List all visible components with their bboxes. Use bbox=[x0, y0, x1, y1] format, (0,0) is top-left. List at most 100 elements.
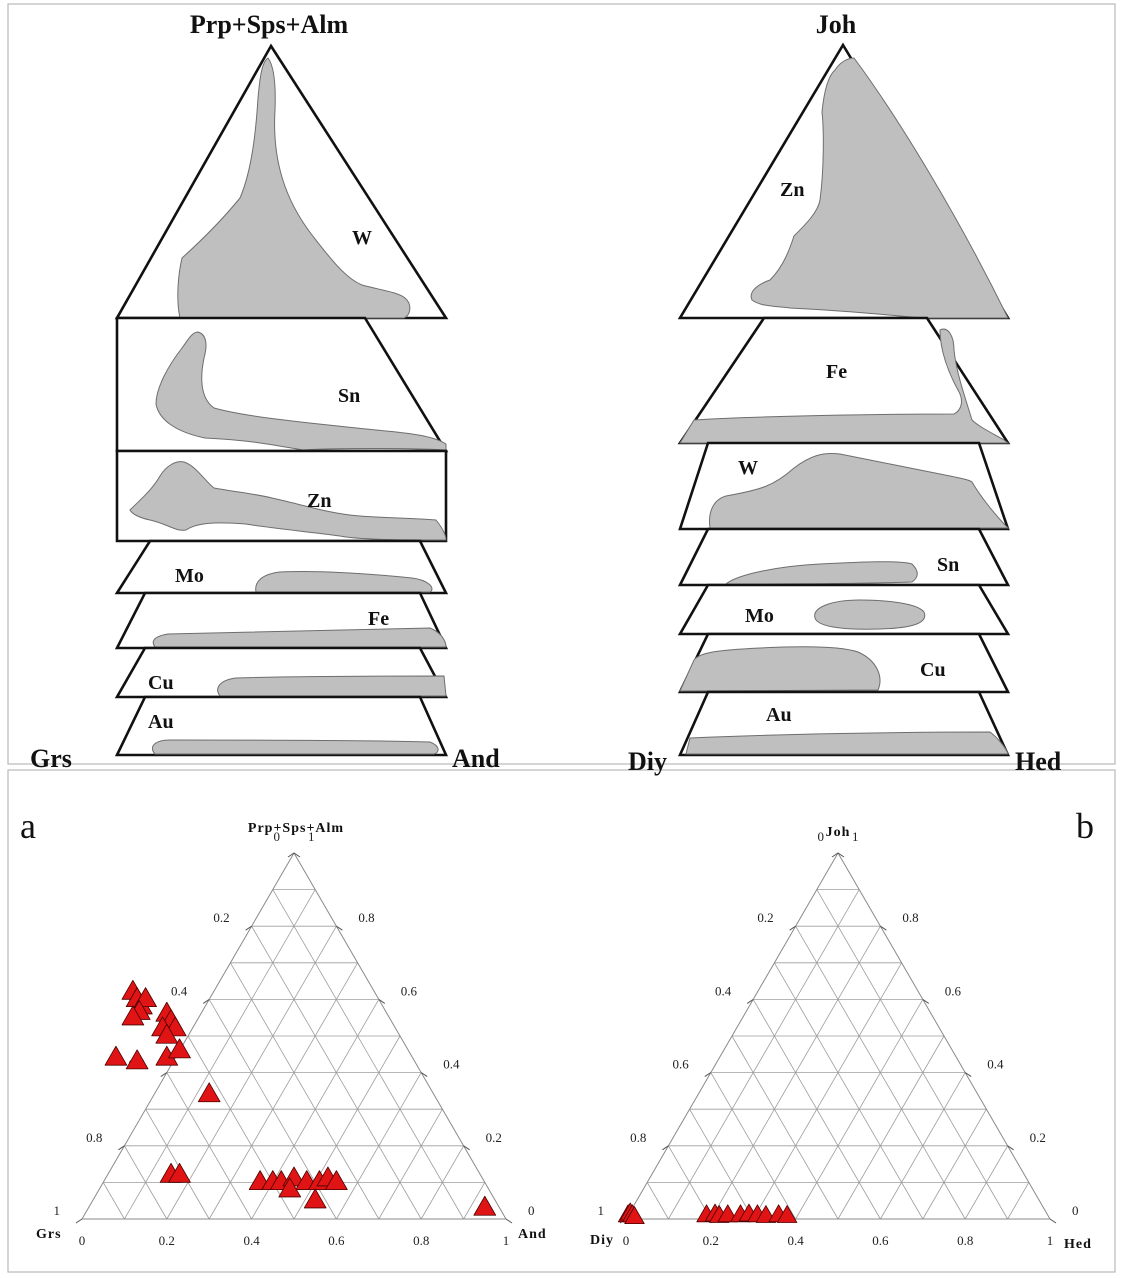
pyroxene-zone-label-w: W bbox=[738, 457, 758, 479]
right-tick-label: 0.8 bbox=[902, 910, 918, 925]
bottom-tick-label: 0.4 bbox=[243, 1233, 260, 1248]
garnet-fe-field bbox=[152, 627, 447, 648]
left-tick-mark bbox=[662, 1145, 669, 1151]
pyroxene-w-field bbox=[709, 453, 1010, 529]
sample-triangle bbox=[125, 1049, 149, 1070]
panel-letter-a: a bbox=[20, 806, 36, 846]
right-tick-label: 0.6 bbox=[401, 983, 418, 998]
garnet-zn-field bbox=[129, 461, 447, 541]
grid-line bbox=[668, 1145, 712, 1220]
pyroxene-mo-field bbox=[814, 599, 926, 630]
garnet-right-label: And bbox=[452, 744, 500, 773]
sample-triangle bbox=[776, 1205, 798, 1223]
sample-triangle bbox=[473, 1195, 497, 1216]
left-tick-label: 0 bbox=[818, 829, 825, 844]
right-tick-label: 0.6 bbox=[945, 983, 962, 998]
garnet-zone-label-cu: Cu bbox=[148, 672, 174, 694]
ternary-b-right-label: Hed bbox=[1064, 1237, 1092, 1252]
garnet-zone-label-sn: Sn bbox=[338, 385, 360, 407]
left-tick-label: 0.8 bbox=[86, 1130, 102, 1145]
right-tick-label: 0.8 bbox=[358, 910, 374, 925]
pyroxene-zone-label-mo: Mo bbox=[745, 605, 774, 627]
garnet-zone-label-w: W bbox=[352, 227, 372, 249]
right-tick-mark bbox=[922, 998, 930, 1004]
right-tick-mark bbox=[1007, 1145, 1014, 1151]
left-tick-label: 0.6 bbox=[673, 1057, 690, 1072]
pyroxene-schematic: Zn Fe W Sn Mo Cu Au Joh Diy Hed bbox=[628, 10, 1062, 776]
ternary-a-left-label: Grs bbox=[36, 1227, 62, 1242]
ternary-plot-b: b Joh Diy Hed 0 0.2 0.4 0.6 0.8 1 1 0.8 0.6 0.4 0.… bbox=[590, 806, 1094, 1252]
top-panel-frame bbox=[7, 3, 1116, 765]
sample-triangle bbox=[303, 1188, 327, 1209]
bottom-tick-label: 0.6 bbox=[872, 1233, 889, 1248]
garnet-zone-label-au: Au bbox=[148, 711, 174, 733]
right-tick-mark bbox=[1049, 1218, 1057, 1224]
sample-triangle bbox=[325, 1170, 348, 1191]
sample-triangle bbox=[104, 1045, 128, 1066]
grid-line bbox=[145, 1108, 210, 1220]
garnet-schematic: W Sn Zn Mo Fe Cu Au Prp+Sps+Alm Grs And bbox=[30, 10, 500, 773]
grid-line bbox=[922, 1108, 987, 1220]
grid-line bbox=[272, 889, 464, 1220]
ternary-a-outline bbox=[81, 852, 507, 1220]
ternary-b-apex-label: Joh bbox=[826, 825, 851, 840]
sample-triangle bbox=[624, 1206, 645, 1225]
left-tick-mark bbox=[789, 925, 796, 931]
bottom-tick-label: 0 bbox=[79, 1233, 86, 1248]
right-tick-label: 0.4 bbox=[443, 1057, 460, 1072]
left-tick-mark bbox=[202, 998, 210, 1004]
left-tick-mark bbox=[118, 1145, 125, 1151]
right-tick-mark bbox=[293, 852, 301, 858]
pyroxene-fe-field bbox=[679, 328, 1010, 444]
ternary-plot-a: a Prp+Sps+Alm Grs And 0 0.2 0.4 0.6 0.8 1 1 0.8… bbox=[20, 806, 546, 1248]
garnet-zone-label-fe: Fe bbox=[368, 608, 389, 630]
sample-triangle bbox=[717, 1204, 738, 1223]
right-tick-mark bbox=[420, 1072, 428, 1078]
left-tick-label: 0.4 bbox=[171, 983, 188, 998]
garnet-apex-label: Prp+Sps+Alm bbox=[190, 10, 349, 39]
pyroxene-apex-label: Joh bbox=[816, 10, 857, 39]
right-tick-mark bbox=[336, 925, 343, 931]
bottom-tick-label: 1 bbox=[503, 1233, 510, 1248]
right-tick-mark bbox=[463, 1145, 470, 1151]
left-tick-label: 0.4 bbox=[715, 983, 732, 998]
ternary-b-samples bbox=[617, 1202, 798, 1225]
grid-line bbox=[837, 1035, 945, 1220]
sample-triangle bbox=[278, 1177, 302, 1198]
left-tick-label: 0.8 bbox=[630, 1130, 646, 1145]
sample-triangle bbox=[121, 1005, 145, 1026]
grid-line bbox=[463, 1182, 486, 1220]
garnet-au-field bbox=[151, 739, 439, 755]
left-tick-mark bbox=[831, 852, 839, 858]
left-tick-label: 1 bbox=[54, 1203, 61, 1218]
pyroxene-zone-label-zn: Zn bbox=[780, 179, 804, 201]
garnet-left-label: Grs bbox=[30, 744, 72, 773]
left-tick-mark bbox=[160, 1072, 168, 1078]
grid-line bbox=[124, 889, 316, 1220]
grid-line bbox=[124, 1145, 168, 1220]
left-tick-label: 0.2 bbox=[213, 910, 229, 925]
right-tick-label: 0.2 bbox=[486, 1130, 502, 1145]
grid-line bbox=[689, 1108, 754, 1220]
garnet-zone-label-mo: Mo bbox=[175, 565, 204, 587]
left-tick-label: 0 bbox=[274, 829, 281, 844]
grid-line bbox=[230, 962, 380, 1220]
pyroxene-cu-field bbox=[679, 646, 881, 692]
left-tick-mark bbox=[704, 1072, 712, 1078]
garnet-cu-field bbox=[217, 675, 447, 697]
left-tick-mark bbox=[75, 1218, 83, 1224]
left-tick-label: 1 bbox=[598, 1203, 605, 1218]
left-tick-mark bbox=[746, 998, 754, 1004]
bottom-tick-label: 0.2 bbox=[703, 1233, 719, 1248]
right-tick-label: 1 bbox=[852, 829, 859, 844]
left-tick-mark bbox=[287, 852, 295, 858]
garnet-w-field bbox=[177, 57, 411, 319]
grid-line bbox=[378, 1108, 443, 1220]
bottom-tick-label: 0.8 bbox=[957, 1233, 973, 1248]
panel-letter-b: b bbox=[1076, 806, 1094, 846]
grid-line bbox=[752, 962, 902, 1220]
sample-triangle bbox=[168, 1038, 191, 1059]
grid-line bbox=[166, 1072, 252, 1220]
bottom-tick-label: 0.4 bbox=[787, 1233, 804, 1248]
